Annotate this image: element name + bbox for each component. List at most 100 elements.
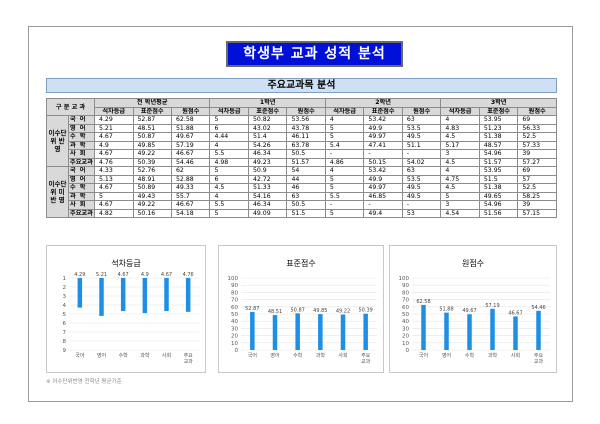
subject-label: 수학 [67, 132, 96, 142]
table-cell: 51.5 [286, 208, 326, 218]
table-cell: 4.29 [94, 115, 134, 125]
table-cell: 4.67 [94, 132, 134, 142]
bar [250, 311, 255, 350]
table-row: 주요교과 4.76 50.39 54.46 4.98 49.23 51.57 4.86 50.1… [47, 157, 557, 167]
table-row: 과학 4.9 49.85 57.19 4 54.26 63.78 5.4 47.41 51.1 5.… [47, 140, 557, 150]
table-row: 수학 4.67 50.87 49.67 4.44 51.4 46.11 5 49.97 49.5 4… [47, 132, 557, 142]
table-cell: 5.17 [440, 140, 480, 150]
subject-label: 주요교과 [67, 157, 96, 167]
table-cell: 5 [440, 191, 480, 201]
table-cell: 39 [517, 149, 557, 159]
subject-label: 사회 [67, 149, 96, 159]
table-cell: 49.67 [170, 132, 211, 142]
y-tick-label: 20 [231, 334, 238, 340]
y-tick-label: 90 [231, 283, 238, 289]
table-row: 주요교과 4.82 50.16 54.18 5 49.09 51.5 5 49.4 53 4.54 5… [47, 208, 557, 218]
table-cell: 62 [170, 166, 211, 176]
y-tick-label: 60 [231, 305, 238, 311]
table-cell: 46.67 [170, 200, 211, 210]
table-cell: 52.87 [132, 115, 172, 125]
y-tick-label: 2 [63, 285, 67, 291]
table-cell: 5 [209, 166, 249, 176]
group-header: 2학년 [324, 98, 442, 108]
table-cell: 4 [209, 191, 249, 201]
table-cell: 5 [94, 191, 134, 201]
table-cell: 49.97 [363, 132, 403, 142]
subject-label: 영어 [67, 174, 96, 184]
table-cell: 54.96 [478, 149, 519, 159]
bar [444, 312, 449, 350]
table-cell: 6 [209, 123, 249, 133]
chart-title: 표준점수 [286, 259, 316, 268]
table-cell: 63.78 [286, 140, 326, 150]
y-tick-label: 20 [402, 334, 409, 340]
y-tick-label: 6 [63, 321, 67, 327]
table-cell: 52.5 [517, 132, 557, 142]
report-title: 학생부 교과 성적 분석 [226, 41, 403, 67]
table-cell: 4.67 [94, 149, 134, 159]
chart-title: 원점수 [461, 259, 485, 268]
y-tick-label: 30 [402, 326, 409, 332]
data-label: 49.67 [462, 308, 476, 314]
table-cell: 50.15 [363, 157, 403, 167]
bar [272, 315, 278, 350]
table-corner-header: 구 분 교 과 [45, 98, 96, 116]
table-cell: 56.33 [517, 123, 557, 133]
footnote: ※ 이수단위반영 전학년 평균기준 [46, 379, 122, 385]
x-tick-label: 수학 [465, 352, 475, 359]
table-cell: 57.15 [517, 208, 557, 218]
data-label: 49.85 [313, 308, 327, 314]
data-label: 62.58 [416, 299, 430, 305]
table-cell: 53.56 [286, 115, 326, 125]
table-cell: 50.82 [247, 115, 288, 125]
table-row: 수학 4.67 50.89 49.33 4.5 51.33 46 5 49.97 49.5 4.5 5… [47, 183, 557, 193]
y-tick-label: 50 [231, 312, 238, 318]
y-tick-label: 9 [63, 348, 67, 354]
table-cell: 46.85 [363, 191, 403, 201]
table-row: 사회 4.67 49.22 46.67 5.5 46.34 50.5- - -3 54.96 39 [47, 149, 557, 159]
table-row: 영어 5.13 48.91 52.88 6 42.72 44 5 49.9 53.5 4.75 51.… [47, 174, 557, 184]
table-cell: 51.5 [478, 174, 519, 184]
table-cell: 57.33 [517, 140, 557, 150]
table-cell: 50.89 [132, 183, 172, 193]
y-tick-label: 70 [231, 298, 238, 304]
data-label: 50.87 [291, 307, 305, 313]
table-cell: 51.88 [170, 123, 211, 133]
table-cell: 4.82 [94, 208, 134, 218]
table-cell: 5.13 [94, 174, 134, 184]
table-cell: 53.42 [363, 166, 403, 176]
table-row: 영어 5.21 48.51 51.88 6 43.02 43.78 5 49.9 53.5 4.83… [47, 123, 557, 133]
table-cell: 4 [440, 115, 480, 125]
table-cell: 52.5 [517, 183, 557, 193]
table-cell: 62.58 [170, 115, 211, 125]
bar [536, 310, 541, 350]
table-cell: 49.65 [478, 191, 519, 201]
data-label: 50.39 [359, 308, 373, 314]
column-header: 석차등급 [440, 106, 480, 116]
chart-standard-score: 표준점수 0 10 20 30 40 50 60 70 80 90 100 52.87 국어 48.51 영… [218, 245, 384, 373]
table-cell: 5 [324, 132, 365, 142]
table-cell: 51.4 [247, 132, 288, 142]
grade-table: 구 분 교 과 전 학년평균 1학년 2학년 3학년 석차등급 표준점수 원점수 석차… [45, 98, 557, 218]
table-cell: 4 [440, 166, 480, 176]
table-cell: 54.96 [478, 200, 519, 210]
table-cell: 43.78 [286, 123, 326, 133]
bar [467, 314, 472, 350]
table-cell: 57 [517, 174, 557, 184]
table-cell: 4.54 [440, 208, 480, 218]
group-header: 전 학년평균 [94, 98, 211, 108]
table-cell: 5.5 [209, 200, 249, 210]
table-cell: 49.9 [363, 123, 403, 133]
x-tick-label: 영어 [270, 352, 279, 359]
x-tick-label: 주요 [184, 353, 194, 359]
column-header: 표준점수 [363, 106, 403, 116]
bar [99, 278, 104, 316]
table-cell: 50.5 [286, 149, 326, 159]
table-cell: 49.22 [132, 200, 172, 210]
y-tick-label: 40 [231, 319, 238, 325]
y-tick-label: 60 [402, 305, 409, 311]
subject-label: 국어 [67, 166, 96, 176]
y-tick-label: 80 [231, 290, 238, 296]
table-cell: 51.33 [247, 183, 288, 193]
